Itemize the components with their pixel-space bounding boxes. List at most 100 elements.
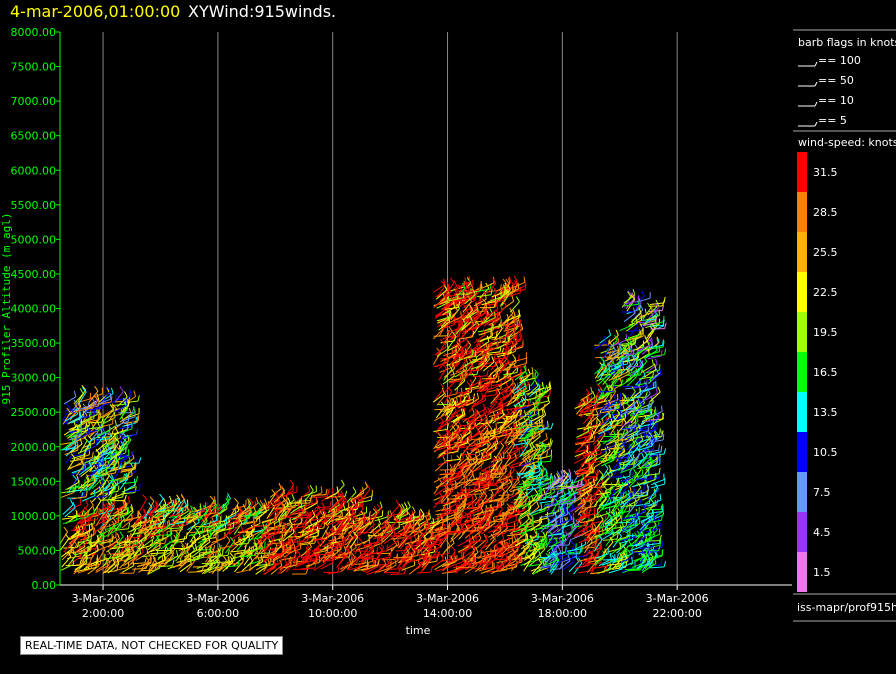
wind-barb [424,526,435,537]
wind-barb-flag [507,336,509,344]
wind-barb [419,561,429,574]
wind-barb-flag [439,416,445,423]
wind-barb [131,551,144,561]
wind-barb-flag [139,539,144,546]
wind-barb [373,535,388,540]
wind-barb-flag [458,330,461,337]
wind-barb [408,565,421,575]
wind-barb [102,530,116,538]
wind-barb-flag [177,524,183,530]
wind-barb-flag [257,556,261,562]
wind-barb-flag [237,536,242,543]
wind-barb [75,454,90,460]
wind-barb-flag [264,498,268,505]
wind-barb-flag [369,544,374,550]
wind-barb [189,557,204,561]
wind-barb-flag [471,408,475,415]
wind-barb [87,421,102,424]
wind-barb [101,408,115,418]
wind-barb [495,555,504,568]
wind-barb [400,536,409,550]
wind-barb [166,527,181,530]
wind-barb-flag [110,485,114,492]
wind-barb-flag [519,319,522,326]
wind-barb-flag [269,535,274,542]
wind-barb-flag [133,478,137,485]
wind-barb-flag [152,557,157,564]
wind-barb [119,408,129,421]
wind-barb-flag [97,409,102,415]
wind-barb-flag [466,394,470,401]
wind-barb [117,456,126,469]
wind-barb [95,562,108,572]
wind-barb-flag [193,525,198,532]
wind-barb [91,478,103,489]
wind-barb-flag [74,484,77,491]
wind-barb-flag [309,485,314,491]
wind-barb-flag [494,535,497,542]
wind-barb-flag [170,535,173,542]
wind-barb-flag [91,422,95,429]
wind-barb [237,535,252,541]
wind-barb-flag [108,424,111,431]
wind-barb [304,490,314,502]
wind-barb-flag [72,502,76,508]
wind-barb-flag [500,391,506,398]
wind-barb [89,407,104,411]
wind-barb [464,565,477,574]
wind-barb [197,510,208,522]
wind-barb-flag [478,482,481,489]
wind-barb [284,506,293,520]
wind-barb-flag [309,497,312,504]
wind-barb [187,516,201,524]
wind-barb [315,506,330,509]
wind-barb [347,515,356,528]
wind-barb-flag [411,546,416,553]
wind-barb-flag [206,560,209,567]
wind-barb-flag [143,507,147,514]
wind-barb-flag [248,506,253,513]
wind-barb [357,499,372,504]
wind-barb-flag [441,519,444,526]
wind-barb [351,492,364,501]
wind-barb [382,531,394,543]
wind-barb-flag [131,450,135,457]
wind-barb [157,549,169,561]
wind-barb [139,498,148,512]
wind-barb [529,556,542,566]
wind-barb-flag [227,549,230,556]
wind-barb [62,516,77,520]
wind-barb [127,526,141,533]
wind-barb [204,541,218,550]
wind-barb [275,506,285,519]
wind-barb-flag [437,432,442,438]
wind-barb [147,531,162,536]
wind-barb [147,567,161,575]
wind-barb-flag [281,487,286,494]
wind-barb [94,466,104,479]
wind-barb-flag [406,551,410,558]
wind-barb-flag [81,387,87,393]
wind-barb [232,557,244,567]
wind-barb [90,489,104,496]
wind-barb-flag [305,568,309,575]
wind-barb [83,505,94,517]
wind-barb [114,478,128,486]
wind-barb-flag [494,301,498,308]
wind-barb-flag [138,484,141,491]
wind-barb-flag [96,393,100,400]
wind-barb-flag [125,543,130,549]
wind-barb-flag [353,541,357,548]
wind-barb-flag [468,452,472,459]
wind-barb [151,534,161,547]
wind-barb-flag [102,534,105,541]
wind-barb-flag [416,520,421,527]
wind-barb-flag [124,452,127,459]
wind-barb-flag [384,520,386,527]
wind-barb-flag [92,475,96,482]
wind-barb [238,509,251,518]
wind-barb [422,524,431,538]
wind-barb [324,552,338,559]
wind-barb-flag [210,563,212,570]
wind-barb-flag [358,549,362,555]
